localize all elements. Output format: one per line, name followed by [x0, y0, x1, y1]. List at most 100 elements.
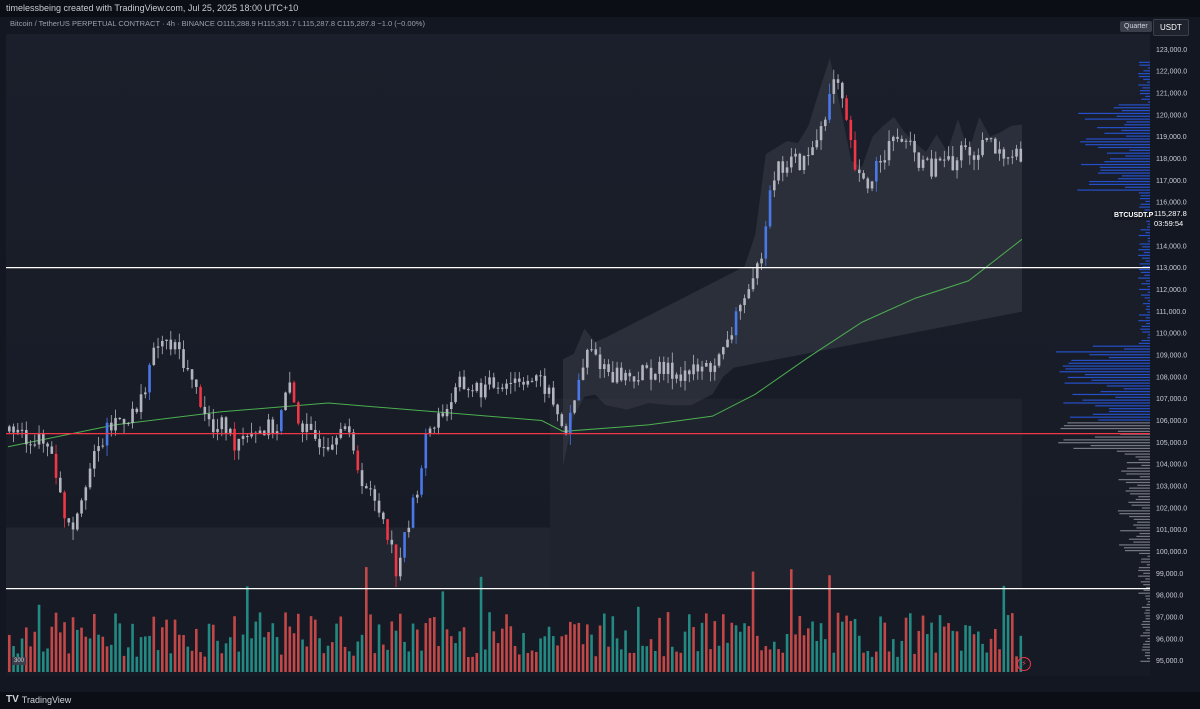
volume-profile-bar	[1144, 655, 1150, 657]
candle-body	[1011, 156, 1014, 158]
candle-body	[841, 82, 844, 99]
candle-body	[110, 422, 113, 431]
volume-bar	[900, 640, 904, 672]
candle-body	[807, 155, 810, 157]
volume-bar	[467, 656, 470, 672]
volume-profile-bar	[1144, 297, 1150, 299]
candle-body	[666, 362, 670, 375]
price-tick-label: 107,000.0	[1156, 396, 1187, 403]
volume-bar	[46, 648, 49, 672]
volume-bar	[165, 619, 168, 672]
volume-bar	[909, 613, 912, 672]
candle-body	[887, 141, 891, 161]
volume-profile-bar	[1063, 425, 1150, 427]
price-axis[interactable]	[1150, 34, 1200, 676]
price-tick-label: 104,000.0	[1156, 462, 1187, 469]
candle-body	[479, 382, 483, 398]
volume-bar	[1006, 615, 1010, 672]
vwap-band	[563, 58, 1022, 467]
volume-profile-bar	[1145, 317, 1150, 319]
quarter-button[interactable]: Quarter	[1120, 21, 1152, 32]
date-axis[interactable]	[0, 676, 1200, 692]
volume-profile-bar	[1077, 189, 1150, 191]
candle-body	[632, 376, 636, 382]
volume-profile-bar	[1098, 172, 1150, 174]
candle-body	[658, 361, 661, 374]
volume-profile-bar	[1145, 629, 1150, 631]
volume-bar	[887, 651, 891, 672]
volume-bar	[938, 615, 942, 672]
bar-countdown: 03:59:54	[1154, 219, 1184, 228]
volume-bar	[148, 635, 151, 672]
volume-bar	[360, 634, 364, 672]
volume-profile-bar	[1138, 567, 1150, 569]
candle-body	[994, 138, 997, 154]
candle-body	[815, 140, 819, 148]
candle-body	[603, 364, 606, 370]
volume-bar	[853, 618, 857, 672]
volume-bar	[1002, 585, 1006, 672]
candle-body	[751, 278, 755, 290]
volume-bar	[828, 575, 831, 672]
volume-bar	[671, 646, 674, 672]
volume-bar	[960, 650, 963, 672]
candle-body	[365, 486, 368, 489]
candle-body	[386, 519, 389, 540]
volume-profile-bar	[1090, 444, 1150, 447]
volume-bar	[917, 630, 921, 672]
volume-bar	[105, 646, 109, 672]
volume-bar	[118, 623, 122, 672]
volume-bar	[964, 625, 967, 672]
candle-body	[318, 438, 321, 448]
volume-profile-bar	[1116, 115, 1150, 117]
lightning-icon[interactable]: ⚡	[1017, 657, 1031, 671]
volume-profile-bar	[1145, 652, 1150, 654]
volume-profile-bar	[1094, 436, 1150, 438]
volume-bar	[998, 649, 1001, 672]
volume-profile-bar	[1055, 351, 1150, 353]
volume-bar	[403, 641, 406, 672]
candle-body	[224, 417, 228, 433]
volume-profile-bar	[1133, 524, 1150, 526]
volume-profile-bar	[1106, 152, 1150, 154]
price-tick-label: 120,000.0	[1156, 112, 1187, 119]
volume-bar	[747, 626, 751, 672]
volume-profile-bar	[1147, 555, 1150, 557]
volume-bar	[139, 637, 143, 672]
volume-bar	[573, 624, 576, 672]
candle-body	[870, 181, 874, 189]
volume-profile-bar	[1141, 283, 1150, 285]
candle-body	[917, 152, 921, 168]
volume-bar	[947, 623, 950, 672]
candle-body	[156, 346, 160, 348]
candle-body	[722, 347, 725, 355]
volume-bar	[352, 655, 355, 672]
candle-body	[556, 404, 559, 415]
candle-body	[488, 377, 491, 385]
volume-bar	[288, 626, 292, 672]
volume-bar	[433, 617, 436, 672]
volume-bar	[186, 646, 190, 672]
volume-bar	[675, 651, 678, 672]
volume-profile-bar	[1124, 124, 1150, 126]
volume-profile-bar	[1062, 365, 1150, 367]
volume-profile-bar	[1109, 158, 1150, 160]
volume-profile-bar	[1142, 246, 1150, 248]
volume-bar	[33, 631, 37, 672]
candle-body	[688, 370, 691, 375]
candle-body	[428, 428, 432, 434]
moving-average-line	[7, 238, 1023, 448]
candle-body	[947, 156, 950, 160]
currency-button[interactable]: USDT	[1153, 19, 1189, 36]
volume-bar	[224, 643, 228, 672]
volume-profile-bar	[1067, 376, 1150, 379]
volume-profile-bar	[1118, 479, 1150, 481]
volume-profile-bar	[1136, 527, 1150, 529]
volume-profile-bar	[1140, 581, 1150, 583]
volume-profile-bar	[1140, 660, 1150, 662]
volume-profile-bar	[1138, 592, 1150, 594]
candle-body	[467, 389, 470, 391]
volume-profile-bar	[1126, 135, 1150, 137]
volume-profile-bar	[1138, 234, 1150, 237]
